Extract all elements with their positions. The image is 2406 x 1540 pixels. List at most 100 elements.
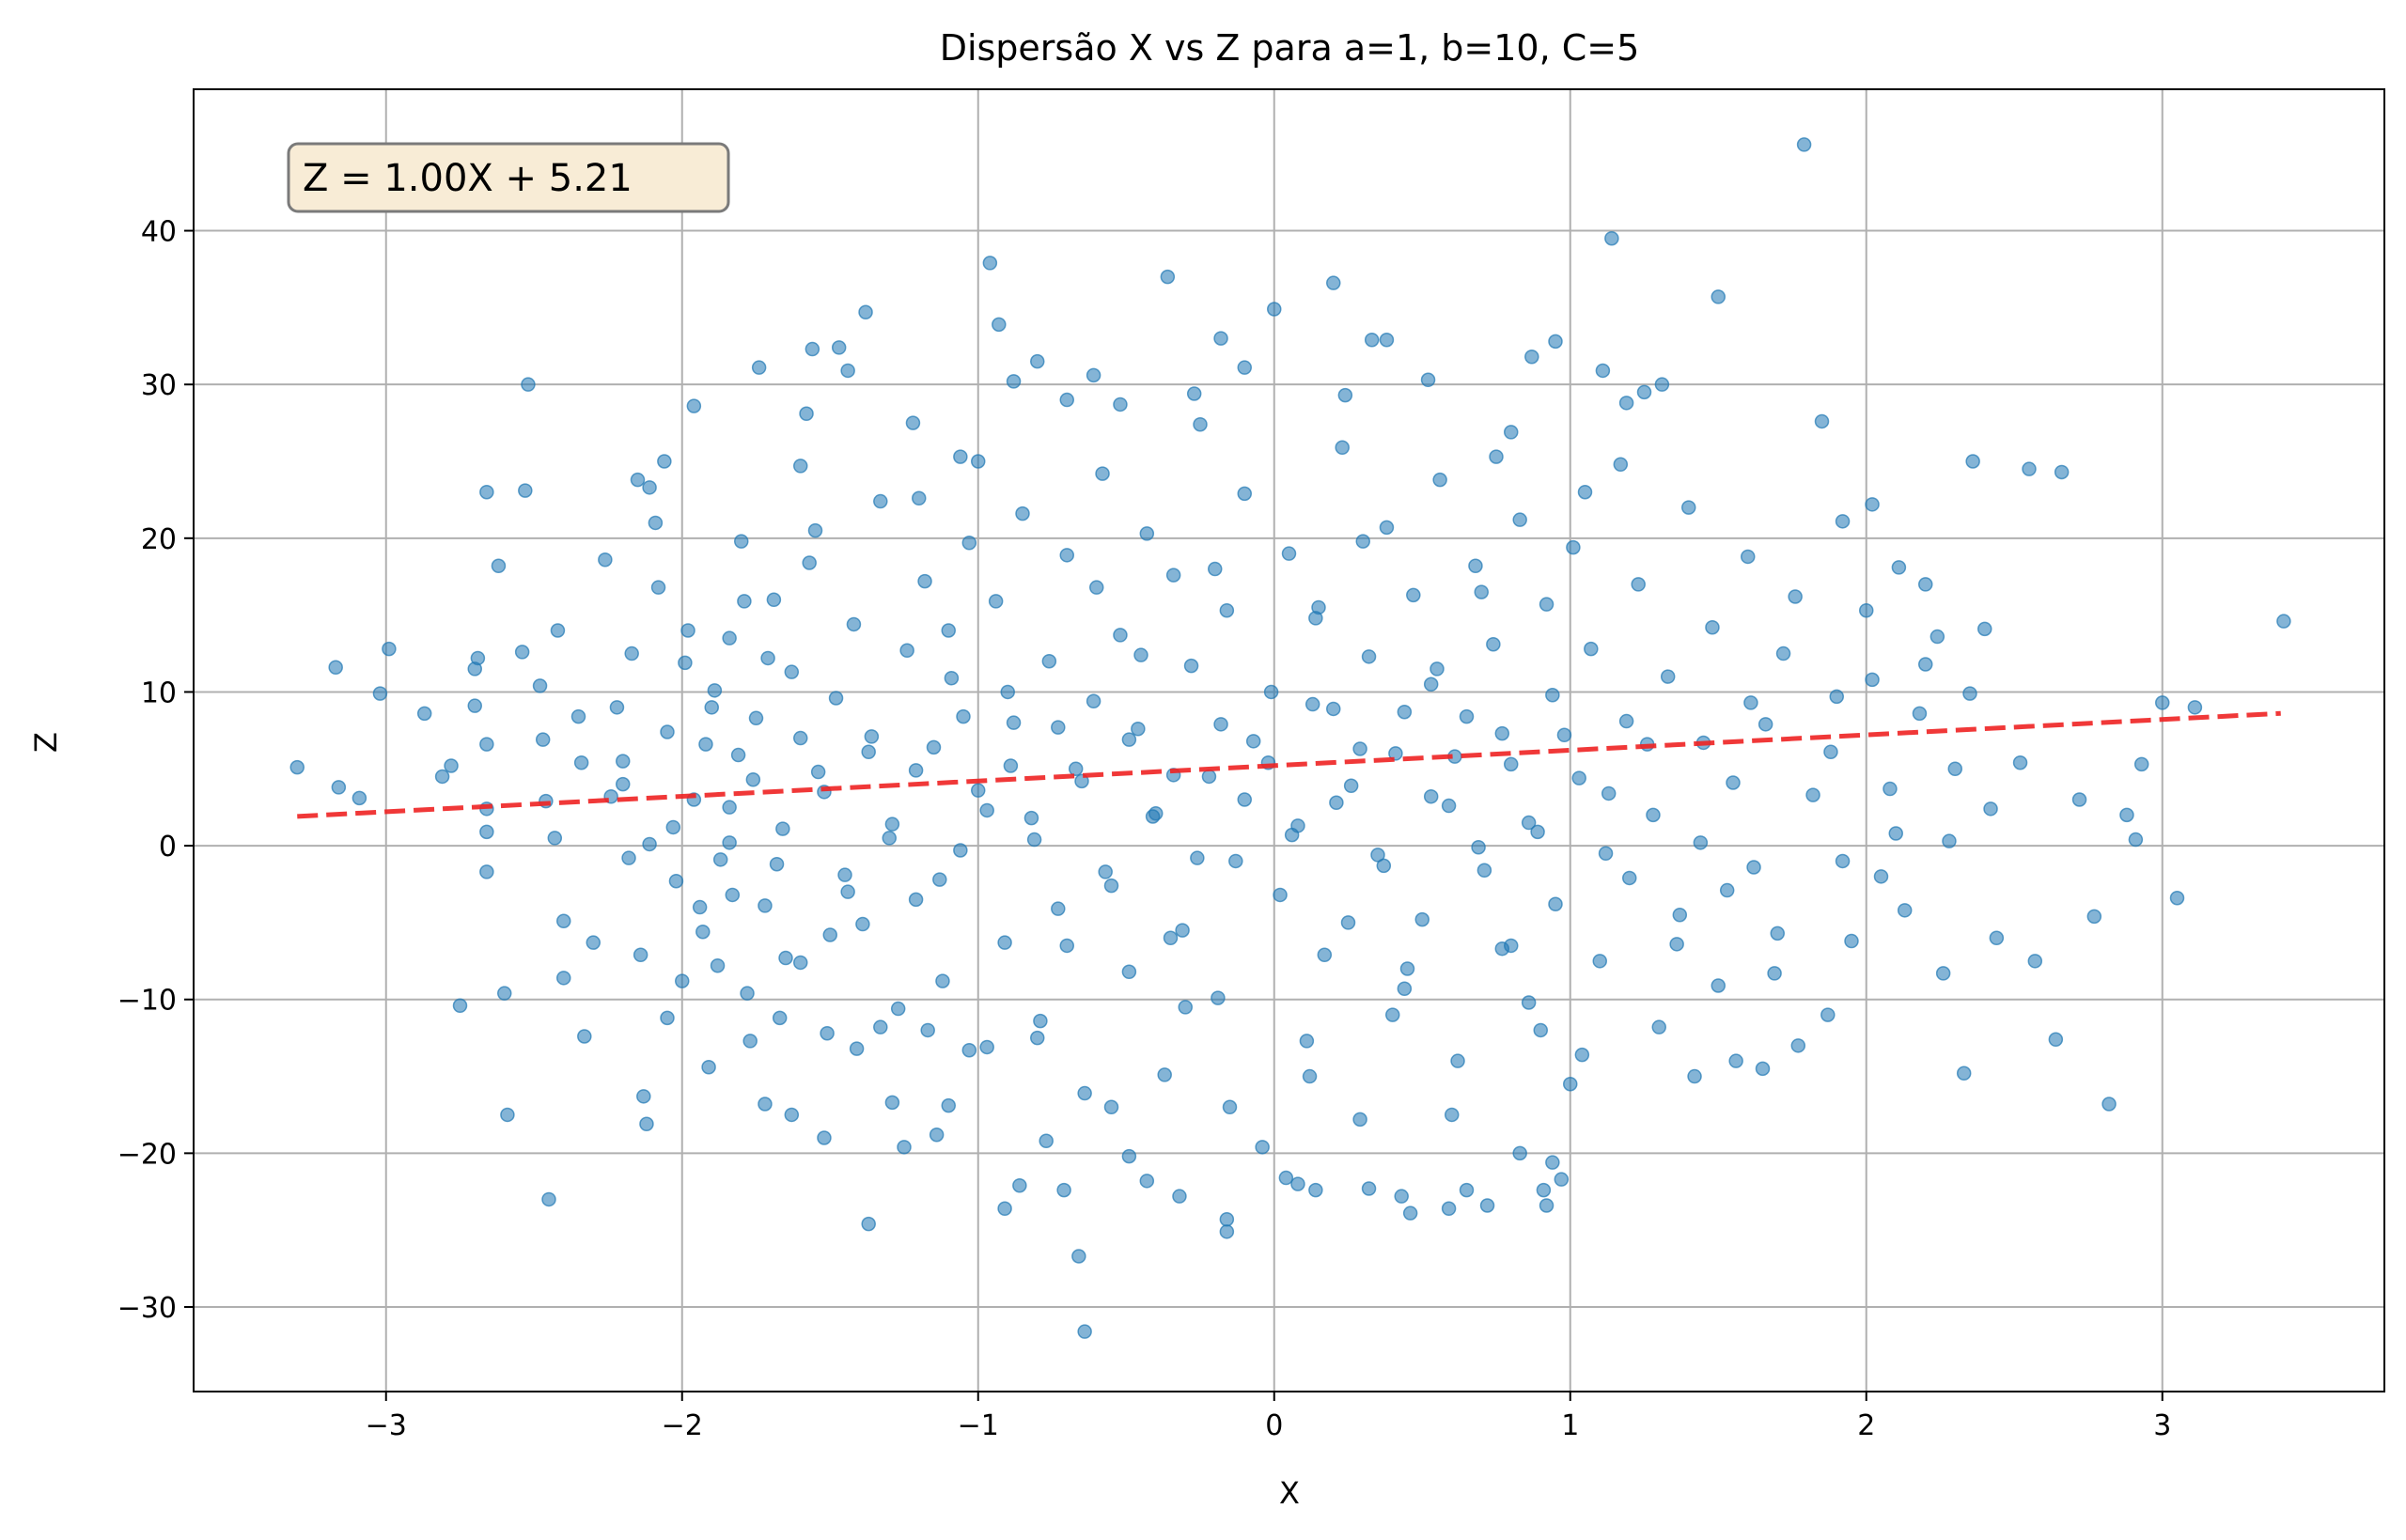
scatter-point [1942, 833, 1957, 848]
scatter-point [1743, 695, 1758, 710]
scatter-point [1414, 911, 1430, 927]
y-tick-label: 30 [141, 369, 177, 402]
scatter-point [917, 573, 932, 589]
scatter-point [550, 623, 566, 638]
scatter-point [532, 678, 548, 693]
scatter-point [1504, 425, 1519, 440]
scatter-point [639, 1116, 654, 1132]
scatter-point [1006, 715, 1022, 730]
scatter-point [884, 817, 900, 832]
scatter-point [799, 406, 814, 422]
x-tick-label: −2 [662, 1409, 703, 1442]
scatter-point [1574, 1047, 1590, 1063]
scatter-point [1775, 646, 1791, 661]
scatter-point [573, 754, 589, 770]
scatter-point [616, 776, 631, 792]
scatter-point [695, 924, 711, 940]
scatter-point [1026, 832, 1042, 848]
fit-line [297, 710, 2281, 819]
scatter-point [1281, 546, 1297, 561]
scatter-point [1305, 696, 1320, 712]
scatter-point [686, 398, 702, 413]
scatter-point [710, 957, 726, 973]
scatter-point [2022, 461, 2037, 476]
scatter-point [1566, 539, 1581, 555]
scatter-point [992, 317, 1007, 333]
scatter-point [840, 363, 855, 379]
scatter-point [840, 884, 855, 899]
scatter-point [1669, 937, 1684, 952]
scatter-point [1820, 1007, 1836, 1022]
scatter-point [1504, 756, 1519, 772]
scatter-point [1844, 933, 1859, 949]
scatter-point [1711, 289, 1726, 304]
scatter-point [1394, 1189, 1409, 1204]
scatter-point [680, 623, 695, 638]
y-tick-label: −10 [117, 985, 177, 1018]
scatter-point [751, 360, 767, 375]
scatter-point [1139, 1174, 1155, 1189]
scatter-point [2119, 807, 2134, 823]
scatter-point [1741, 549, 1756, 565]
scatter-point [657, 454, 672, 469]
scatter-point [1361, 649, 1377, 664]
scatter-point [586, 935, 601, 950]
x-axis-ticks: −3 −2 −1 0 1 2 3 [366, 1392, 2171, 1442]
scatter-point [491, 558, 507, 574]
scatter-point [1190, 850, 1205, 865]
scatter-point [452, 998, 468, 1014]
scatter-point [772, 1010, 788, 1026]
scatter-point [760, 650, 775, 666]
scatter-point [650, 580, 666, 595]
scatter-point [1536, 1182, 1552, 1198]
scatter-point [598, 552, 613, 568]
scatter-point [2048, 1032, 2064, 1048]
scatter-point [701, 1059, 716, 1075]
scatter-point [1796, 137, 1812, 152]
y-axis-label: Z [28, 732, 64, 753]
scatter-point [1622, 870, 1637, 886]
scatter-point [778, 950, 793, 966]
scatter-point [416, 706, 432, 722]
scatter-point [1326, 701, 1341, 717]
scatter-point [1719, 882, 1735, 898]
scatter-point [802, 555, 817, 570]
scatter-point [1186, 386, 1202, 401]
scatter-point [1098, 864, 1113, 879]
scatter-point [1160, 269, 1176, 285]
equation-annotation: Z = 1.00X + 5.21 [287, 142, 730, 213]
scatter-point [1355, 534, 1370, 549]
scatter-point [1918, 657, 1933, 672]
scatter-point [1962, 686, 1977, 701]
scatter-point [556, 971, 571, 986]
y-tick-label: 0 [159, 831, 177, 863]
scatter-point [518, 483, 533, 498]
scatter-point [1030, 1030, 1045, 1046]
scatter-point [1012, 1177, 1027, 1193]
scatter-point [953, 843, 968, 858]
scatter-point [775, 821, 790, 836]
scatter-point [1770, 926, 1785, 941]
scatter-point [1397, 981, 1413, 997]
scatter-point [1479, 1198, 1495, 1213]
scatter-point [1767, 966, 1782, 981]
scatter-point [382, 641, 397, 657]
scatter-point [1317, 947, 1333, 963]
scatter-point [698, 737, 713, 752]
scatter-point [1071, 1249, 1086, 1264]
scatter-point [1474, 584, 1489, 599]
scatter-point [500, 1107, 515, 1123]
scatter-point [1033, 1013, 1048, 1029]
scatter-point [1521, 995, 1537, 1010]
scatter-point [1595, 363, 1611, 379]
scatter-point [810, 764, 826, 780]
scatter-point [1618, 713, 1634, 729]
scatter-point [1213, 331, 1228, 346]
scatter-point [1343, 778, 1359, 794]
scatter-point [1859, 602, 1874, 618]
scatter-point [1790, 1038, 1806, 1053]
scatter-point [1000, 684, 1015, 700]
scatter-point [1873, 869, 1889, 884]
scatter-point [807, 522, 823, 538]
scatter-point [1402, 1206, 1418, 1221]
